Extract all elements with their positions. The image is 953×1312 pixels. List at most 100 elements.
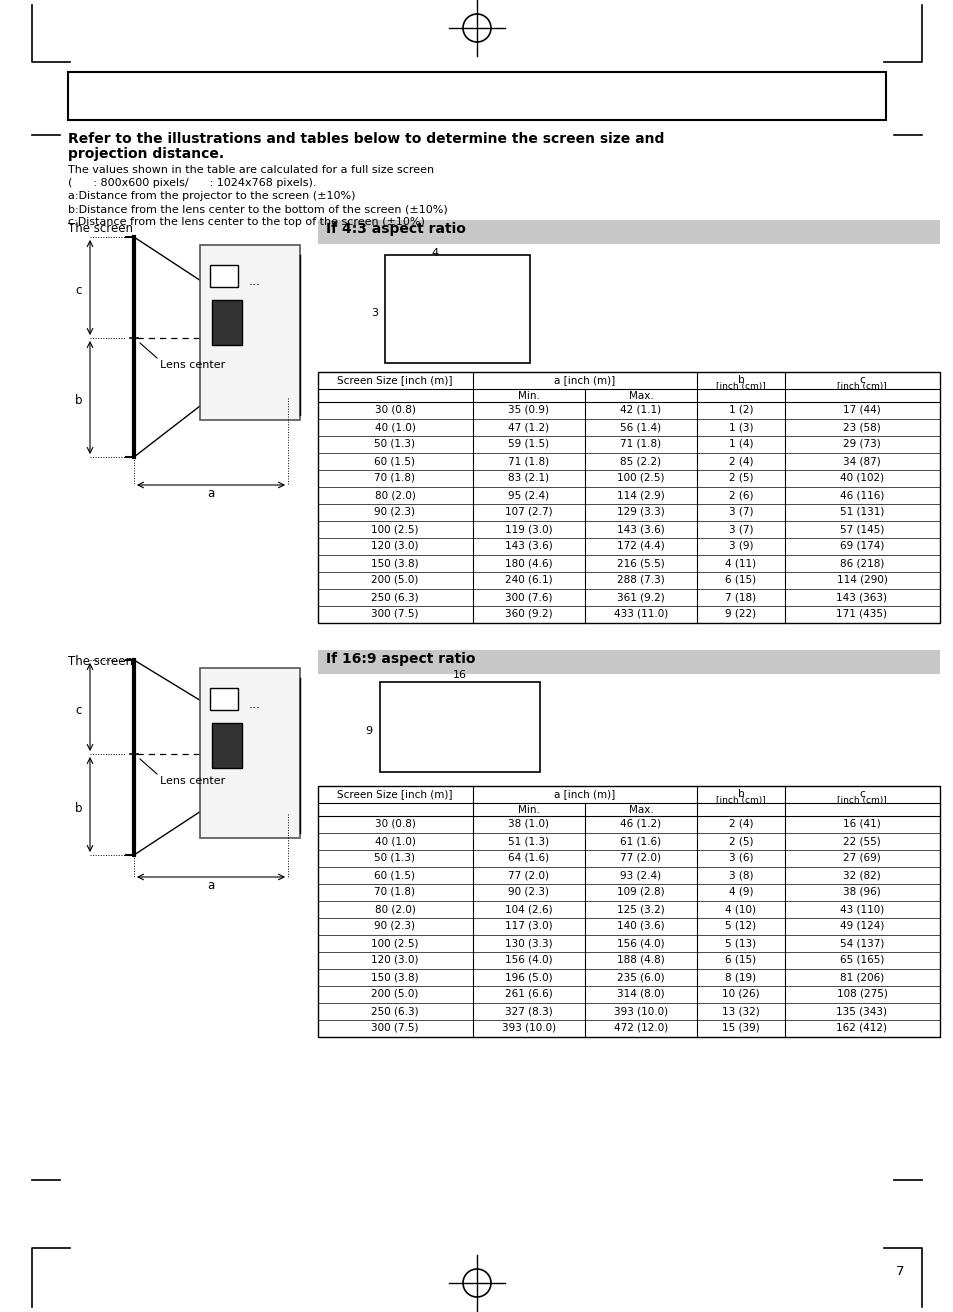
Text: 1 (2): 1 (2) bbox=[728, 405, 753, 415]
Text: 16 (41): 16 (41) bbox=[842, 819, 880, 829]
Text: 29 (73): 29 (73) bbox=[842, 440, 880, 449]
Text: b: b bbox=[737, 375, 743, 384]
Text: 130 (3.3): 130 (3.3) bbox=[505, 938, 552, 949]
Text: 93 (2.4): 93 (2.4) bbox=[619, 870, 660, 880]
Text: 3 (8): 3 (8) bbox=[728, 870, 753, 880]
Text: 34 (87): 34 (87) bbox=[842, 457, 880, 466]
Text: 17 (44): 17 (44) bbox=[842, 405, 880, 415]
Text: 81 (206): 81 (206) bbox=[839, 972, 883, 981]
Bar bbox=[317, 373, 939, 401]
Bar bbox=[317, 220, 939, 244]
Text: 114 (290): 114 (290) bbox=[836, 575, 886, 585]
Text: 129 (3.3): 129 (3.3) bbox=[617, 506, 664, 517]
Text: 120 (3.0): 120 (3.0) bbox=[371, 955, 418, 966]
Text: 50 (1.3): 50 (1.3) bbox=[375, 853, 416, 863]
Text: 35 (0.9): 35 (0.9) bbox=[508, 405, 549, 415]
Text: 56 (1.4): 56 (1.4) bbox=[619, 422, 660, 432]
Text: Min.: Min. bbox=[517, 391, 539, 401]
Text: 361 (9.2): 361 (9.2) bbox=[617, 592, 664, 602]
Text: 83 (2.1): 83 (2.1) bbox=[508, 474, 549, 483]
Text: 125 (3.2): 125 (3.2) bbox=[617, 904, 664, 914]
Text: 2 (5): 2 (5) bbox=[728, 836, 753, 846]
Text: c: c bbox=[75, 285, 82, 298]
Text: 117 (3.0): 117 (3.0) bbox=[505, 921, 552, 932]
Text: 5 (13): 5 (13) bbox=[724, 938, 756, 949]
Text: 71 (1.8): 71 (1.8) bbox=[508, 457, 549, 466]
Text: 100 (2.5): 100 (2.5) bbox=[617, 474, 664, 483]
Text: 51 (1.3): 51 (1.3) bbox=[508, 836, 549, 846]
Text: 107 (2.7): 107 (2.7) bbox=[505, 506, 552, 517]
Text: ...: ... bbox=[249, 276, 261, 289]
Text: 327 (8.3): 327 (8.3) bbox=[504, 1006, 553, 1015]
Bar bbox=[317, 649, 939, 674]
Text: 90 (2.3): 90 (2.3) bbox=[508, 887, 549, 897]
Text: 143 (3.6): 143 (3.6) bbox=[617, 523, 664, 534]
Text: The screen: The screen bbox=[68, 222, 132, 235]
Text: 104 (2.6): 104 (2.6) bbox=[505, 904, 552, 914]
Text: 3 (9): 3 (9) bbox=[728, 541, 753, 551]
Text: 3 (7): 3 (7) bbox=[728, 506, 753, 517]
Text: 156 (4.0): 156 (4.0) bbox=[505, 955, 552, 966]
Text: 3 (6): 3 (6) bbox=[728, 853, 753, 863]
Text: 3: 3 bbox=[371, 308, 377, 318]
Text: 4: 4 bbox=[431, 248, 438, 258]
Text: 5 (12): 5 (12) bbox=[724, 921, 756, 932]
Text: 119 (3.0): 119 (3.0) bbox=[505, 523, 552, 534]
Text: c: c bbox=[859, 789, 864, 799]
Text: 77 (2.0): 77 (2.0) bbox=[619, 853, 660, 863]
Text: (      : 800x600 pixels/      : 1024x768 pixels).: ( : 800x600 pixels/ : 1024x768 pixels). bbox=[68, 178, 316, 188]
Text: 27 (69): 27 (69) bbox=[842, 853, 880, 863]
Text: 314 (8.0): 314 (8.0) bbox=[617, 989, 664, 998]
Text: 171 (435): 171 (435) bbox=[836, 609, 886, 619]
Bar bbox=[317, 373, 939, 623]
Text: 51 (131): 51 (131) bbox=[839, 506, 883, 517]
Text: a [inch (m)]: a [inch (m)] bbox=[554, 789, 615, 799]
Text: 360 (9.2): 360 (9.2) bbox=[505, 609, 552, 619]
Text: 150 (3.8): 150 (3.8) bbox=[371, 972, 418, 981]
Text: 250 (6.3): 250 (6.3) bbox=[371, 592, 418, 602]
Text: b: b bbox=[74, 395, 82, 408]
Text: ...: ... bbox=[249, 698, 261, 711]
Text: The screen: The screen bbox=[68, 655, 132, 668]
Text: [inch (cm)]: [inch (cm)] bbox=[716, 382, 765, 391]
Text: 150 (3.8): 150 (3.8) bbox=[371, 558, 418, 568]
Text: 38 (96): 38 (96) bbox=[842, 887, 880, 897]
Text: 32 (82): 32 (82) bbox=[842, 870, 880, 880]
Text: 3 (7): 3 (7) bbox=[728, 523, 753, 534]
Text: 109 (2.8): 109 (2.8) bbox=[617, 887, 664, 897]
Text: 143 (363): 143 (363) bbox=[836, 592, 886, 602]
Bar bbox=[200, 668, 299, 838]
Text: 49 (124): 49 (124) bbox=[839, 921, 883, 932]
Text: 4 (9): 4 (9) bbox=[728, 887, 753, 897]
Text: 69 (174): 69 (174) bbox=[839, 541, 883, 551]
Text: 13 (32): 13 (32) bbox=[721, 1006, 760, 1015]
Text: Min.: Min. bbox=[517, 806, 539, 815]
Text: 54 (137): 54 (137) bbox=[839, 938, 883, 949]
Text: b: b bbox=[74, 802, 82, 815]
Text: 288 (7.3): 288 (7.3) bbox=[617, 575, 664, 585]
Text: 140 (3.6): 140 (3.6) bbox=[617, 921, 664, 932]
Text: 65 (165): 65 (165) bbox=[839, 955, 883, 966]
Text: 95 (2.4): 95 (2.4) bbox=[508, 489, 549, 500]
Text: 180 (4.6): 180 (4.6) bbox=[505, 558, 552, 568]
Text: 7: 7 bbox=[895, 1265, 903, 1278]
Text: 77 (2.0): 77 (2.0) bbox=[508, 870, 549, 880]
Text: 64 (1.6): 64 (1.6) bbox=[508, 853, 549, 863]
Text: 1 (3): 1 (3) bbox=[728, 422, 753, 432]
Text: 6 (15): 6 (15) bbox=[724, 575, 756, 585]
Text: b:Distance from the lens center to the bottom of the screen (±10%): b:Distance from the lens center to the b… bbox=[68, 203, 447, 214]
Text: 393 (10.0): 393 (10.0) bbox=[614, 1006, 667, 1015]
Text: 7 (18): 7 (18) bbox=[724, 592, 756, 602]
Text: c: c bbox=[859, 375, 864, 384]
Text: 40 (1.0): 40 (1.0) bbox=[375, 422, 415, 432]
Text: 235 (6.0): 235 (6.0) bbox=[617, 972, 664, 981]
Text: 42 (1.1): 42 (1.1) bbox=[619, 405, 660, 415]
Text: 9: 9 bbox=[364, 726, 372, 736]
Text: 4 (10): 4 (10) bbox=[724, 904, 756, 914]
Text: 196 (5.0): 196 (5.0) bbox=[505, 972, 552, 981]
Text: 156 (4.0): 156 (4.0) bbox=[617, 938, 664, 949]
Text: [inch (cm)]: [inch (cm)] bbox=[836, 382, 886, 391]
Text: 143 (3.6): 143 (3.6) bbox=[504, 541, 553, 551]
Text: 2 (5): 2 (5) bbox=[728, 474, 753, 483]
Text: 60 (1.5): 60 (1.5) bbox=[375, 870, 416, 880]
